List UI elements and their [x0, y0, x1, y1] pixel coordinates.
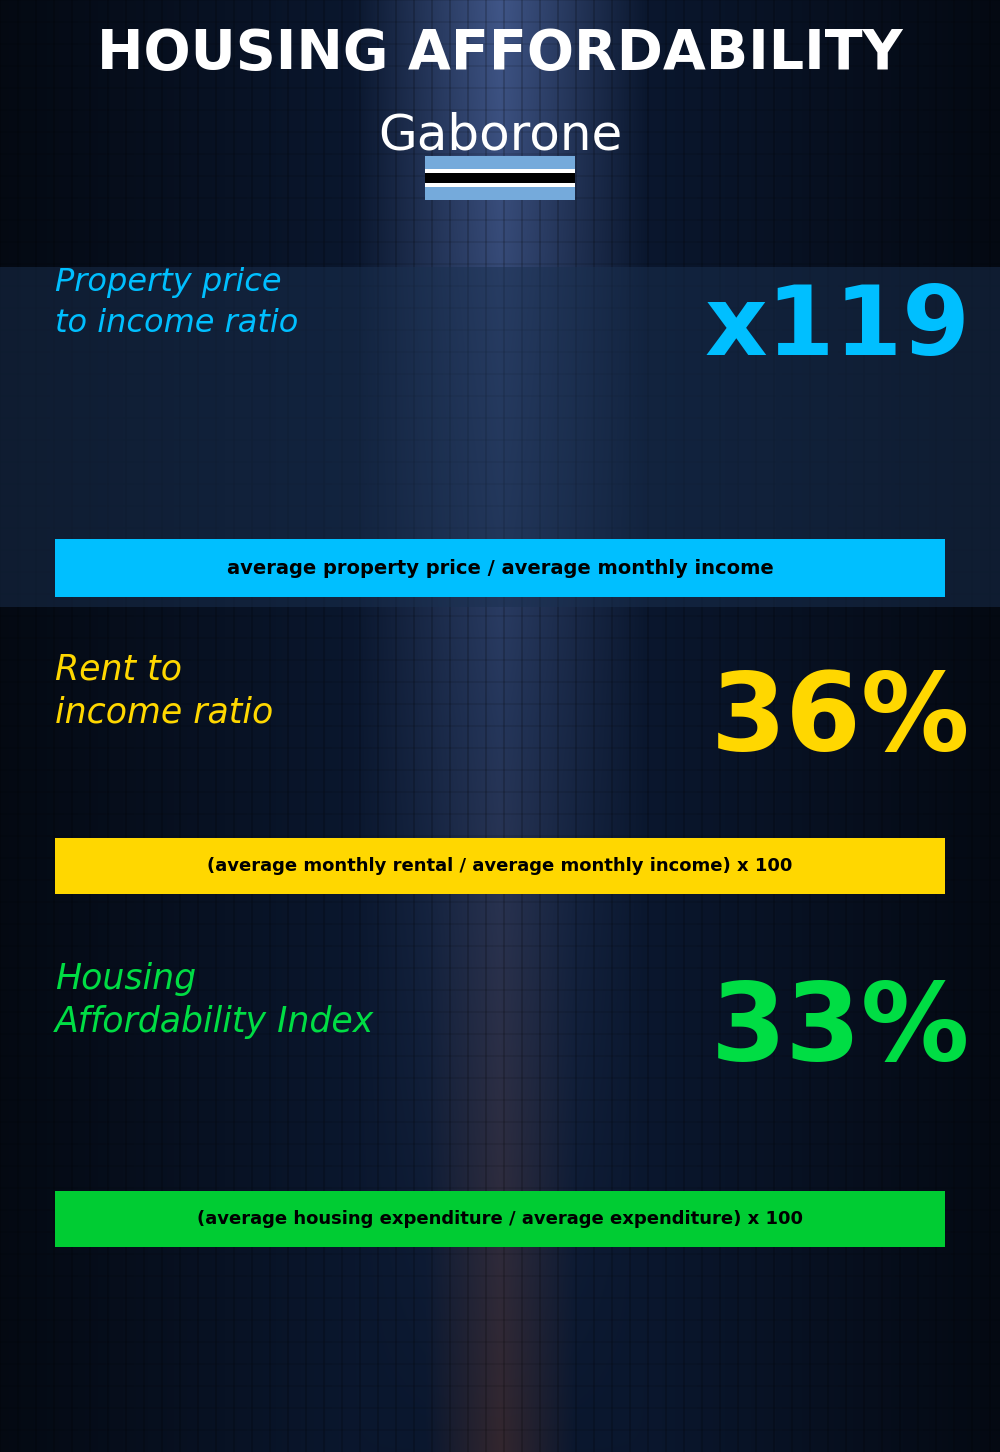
Text: x119: x119 [704, 282, 970, 375]
Text: Gaborone: Gaborone [378, 112, 622, 160]
Bar [55, 838, 945, 894]
Bar [425, 187, 575, 200]
Text: Rent to
income ratio: Rent to income ratio [55, 652, 273, 729]
Text: (average monthly rental / average monthly income) x 100: (average monthly rental / average monthl… [207, 857, 793, 876]
Bar [55, 539, 945, 597]
Bar [425, 155, 575, 168]
Text: 33%: 33% [711, 977, 970, 1083]
Bar [55, 1191, 945, 1247]
Bar [0, 267, 1000, 607]
Text: 36%: 36% [710, 666, 970, 772]
Bar [425, 183, 575, 187]
Text: average property price / average monthly income: average property price / average monthly… [227, 559, 773, 578]
Text: Housing
Affordability Index: Housing Affordability Index [55, 963, 374, 1040]
Bar [425, 173, 575, 183]
Text: Property price
to income ratio: Property price to income ratio [55, 267, 298, 338]
Text: (average housing expenditure / average expenditure) x 100: (average housing expenditure / average e… [197, 1210, 803, 1228]
Bar [425, 168, 575, 173]
Text: HOUSING AFFORDABILITY: HOUSING AFFORDABILITY [97, 28, 903, 81]
